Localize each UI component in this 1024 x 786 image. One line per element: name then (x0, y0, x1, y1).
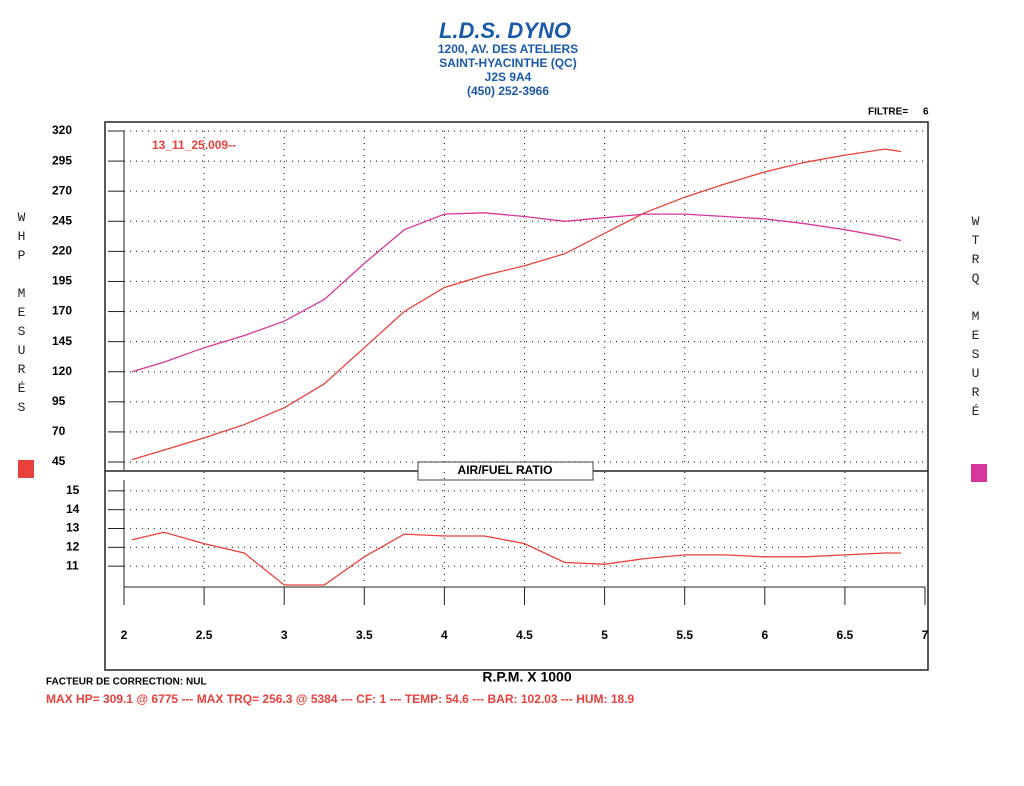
y-tick-label: 320 (52, 123, 72, 137)
x-tick-label: 2 (121, 628, 128, 642)
series-line (131, 212, 902, 373)
series-line (131, 148, 902, 461)
y-label-left: WHP MESURÉS (14, 210, 29, 419)
y-tick-label: 95 (52, 394, 66, 408)
y-tick-label: 245 (52, 213, 72, 227)
address: J2S 9A4 (485, 70, 532, 84)
title: L.D.S. DYNO (439, 18, 571, 43)
filter-label: FILTRE= (868, 107, 908, 118)
y-tick-label: 195 (52, 274, 72, 288)
x-tick-label: 5 (601, 628, 608, 642)
y-tick-label: 15 (66, 483, 80, 497)
y-tick-label: 270 (52, 183, 72, 197)
y-tick-label: 170 (52, 304, 72, 318)
y-tick-label: 11 (66, 558, 79, 572)
y-tick-label: 13 (66, 521, 80, 535)
y-tick-label: 295 (52, 153, 72, 167)
x-tick-label: 3 (281, 628, 288, 642)
y-tick-label: 70 (52, 424, 66, 438)
address: 1200, AV. DES ATELIERS (438, 42, 578, 56)
y-tick-label: 145 (52, 334, 72, 348)
run-label: 13_11_25.009-- (152, 138, 236, 152)
address: SAINT-HYACINTHE (QC) (439, 56, 577, 70)
frame (104, 121, 929, 671)
address: (450) 252-3966 (467, 84, 549, 98)
legend-swatch (971, 464, 987, 482)
x-tick-label: 5.5 (676, 628, 693, 642)
legend-swatch (18, 460, 34, 478)
filter-value: 6 (923, 107, 929, 118)
y-tick-label: 120 (52, 364, 72, 378)
x-tick-label: 4 (441, 628, 448, 642)
y-label-right: WTRQ MESURÉ (968, 214, 983, 423)
correction: FACTEUR DE CORRECTION: NUL (46, 677, 207, 688)
x-tick-label: 7 (922, 628, 929, 642)
x-tick-label: 4.5 (516, 628, 533, 642)
summary: MAX HP= 309.1 @ 6775 --- MAX TRQ= 256.3 … (46, 692, 635, 706)
series-line (131, 531, 901, 586)
x-tick-label: 2.5 (196, 628, 213, 642)
afr-box (417, 461, 594, 481)
y-tick-label: 14 (66, 502, 80, 516)
x-tick-label: 3.5 (356, 628, 373, 642)
x-label: R.P.M. X 1000 (482, 669, 571, 685)
afr-title: AIR/FUEL RATIO (458, 463, 553, 477)
y-tick-label: 45 (52, 454, 66, 468)
y-tick-label: 12 (66, 540, 80, 554)
x-tick-label: 6.5 (837, 628, 854, 642)
y-tick-label: 220 (52, 244, 72, 258)
x-tick-label: 6 (761, 628, 768, 642)
